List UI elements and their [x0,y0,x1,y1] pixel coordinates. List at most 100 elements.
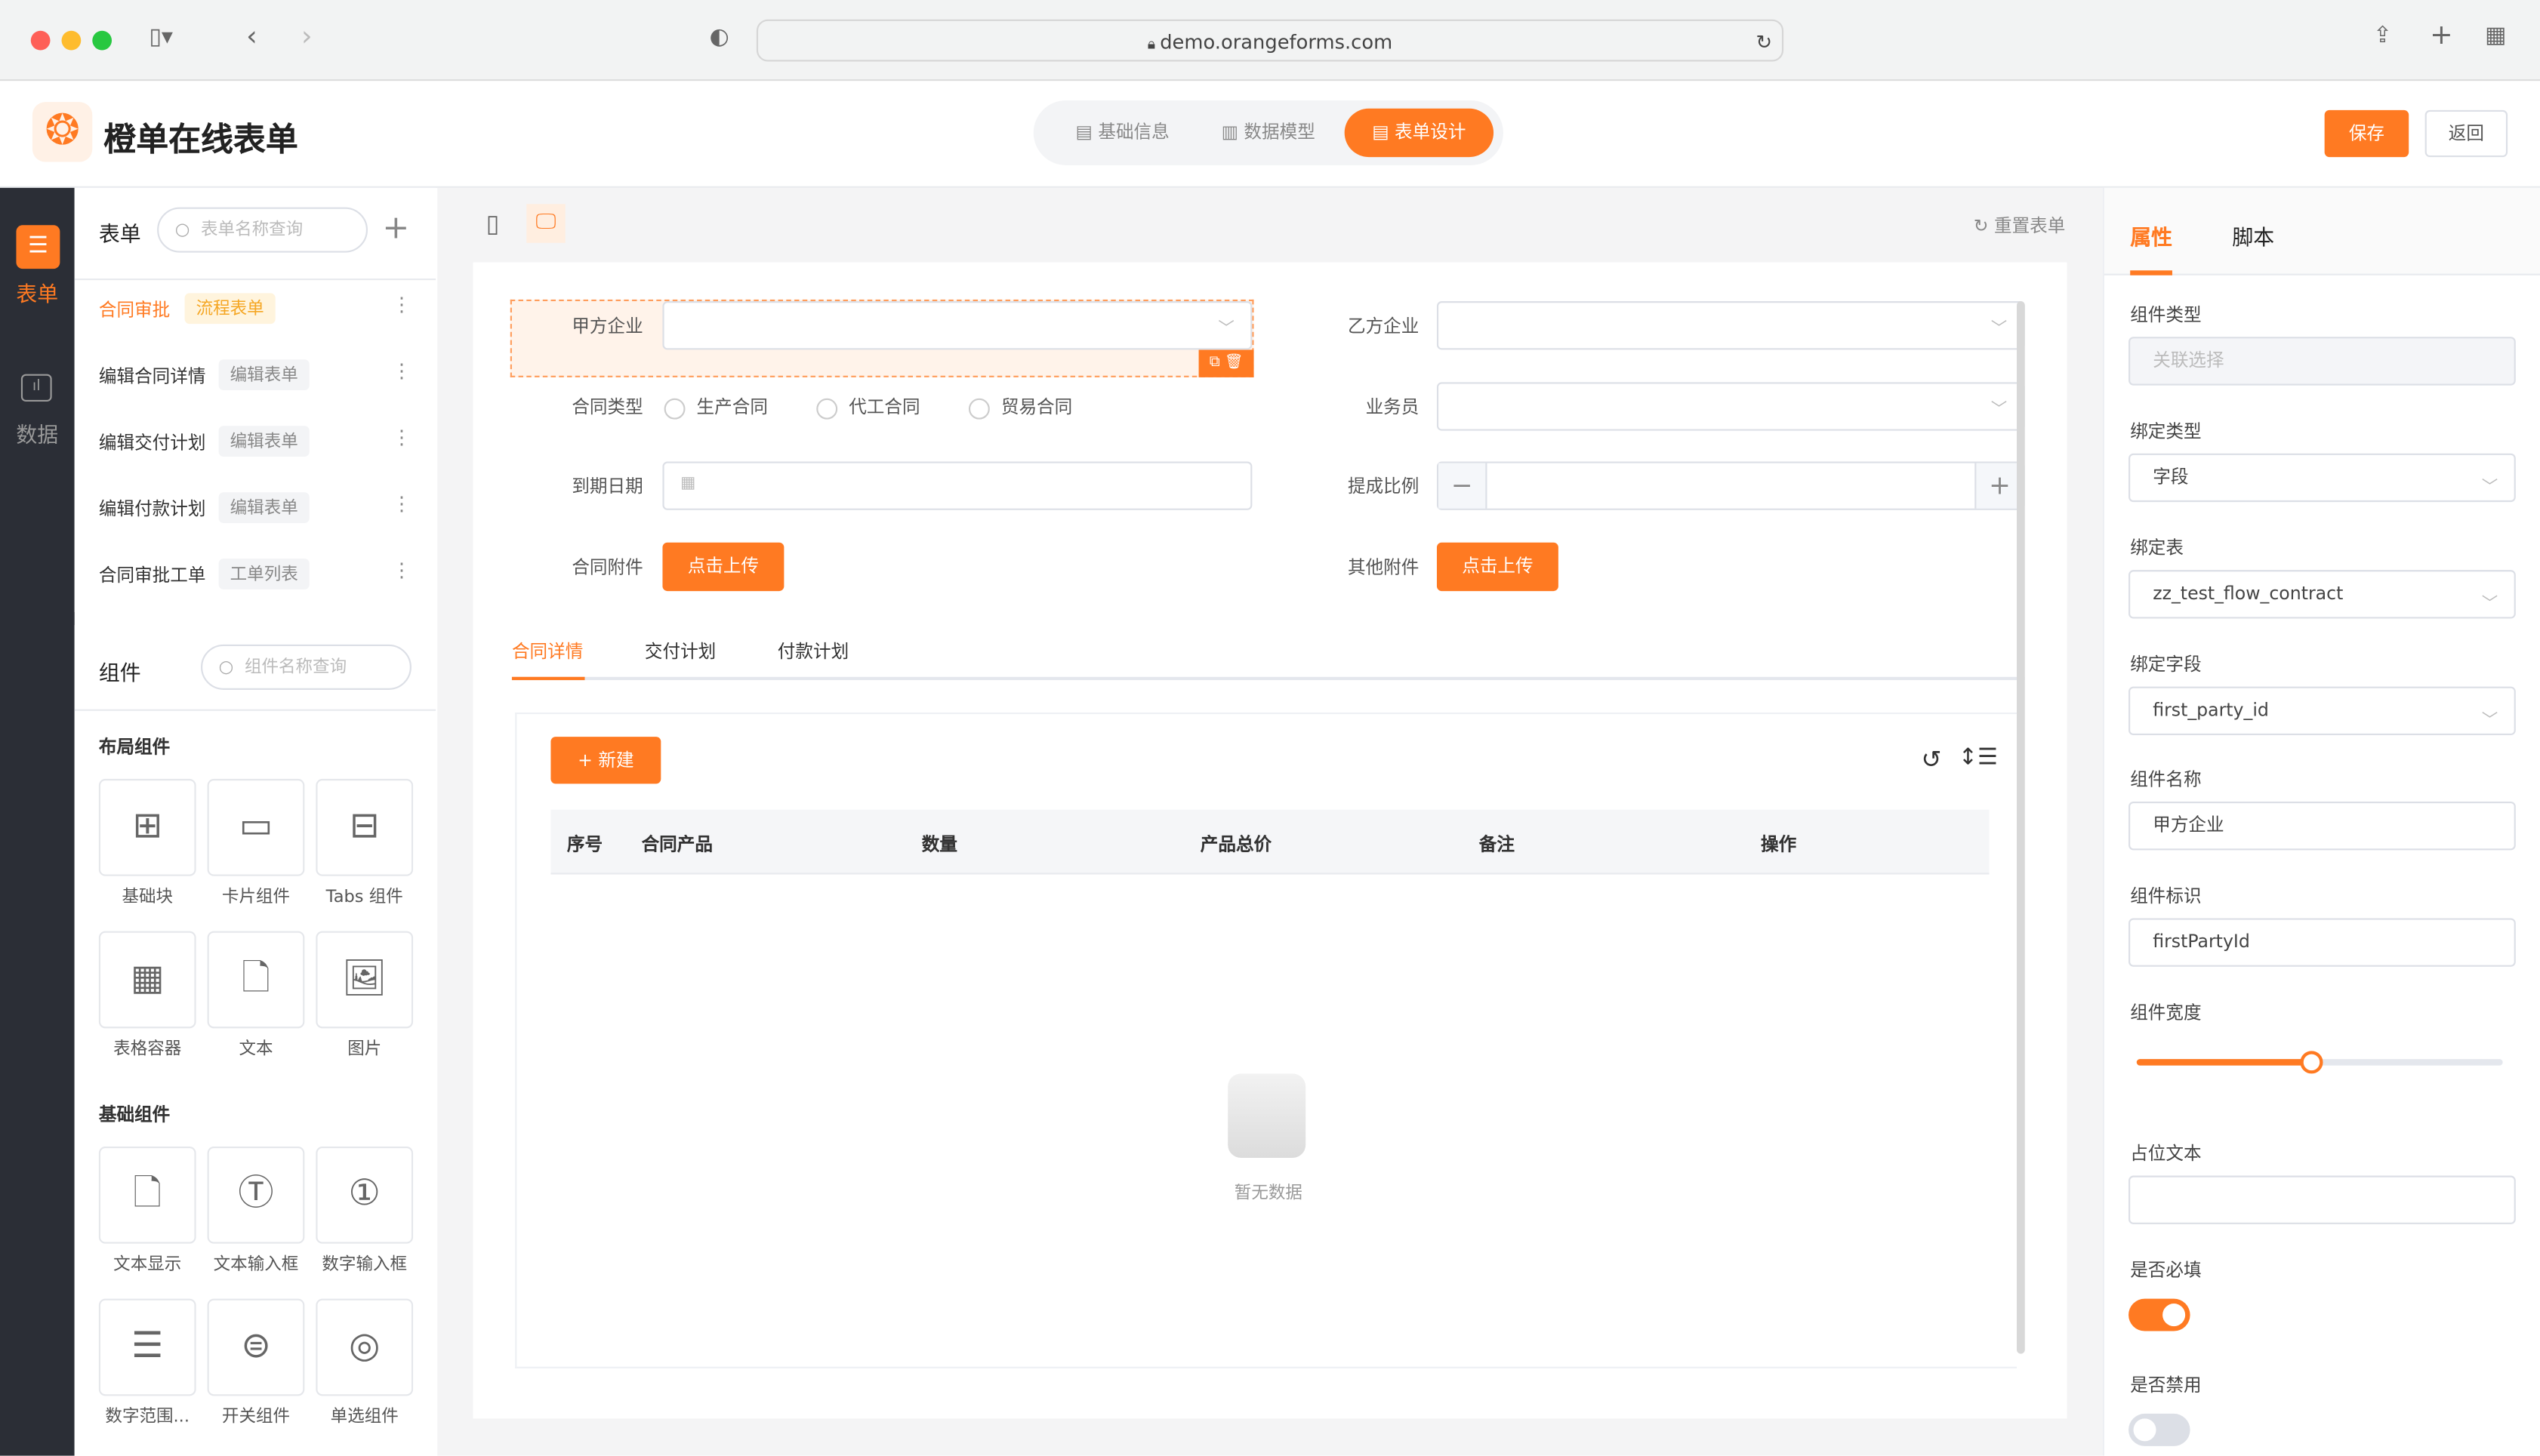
form-search-input[interactable]: ○ 表单名称查询 [157,207,368,253]
label-other-attachment: 其他附件 [1347,557,1420,578]
form-list-item[interactable]: 编辑付款计划 编辑表单 ⋮ [75,484,436,529]
table-icon[interactable]: ▦ [98,931,196,1029]
more-icon[interactable]: ⋮ [392,426,412,449]
required-toggle[interactable] [2128,1298,2190,1331]
party-a-select[interactable]: ﹀ [662,301,1253,350]
text-input-icon[interactable]: Ⓣ [207,1146,305,1244]
radio-option[interactable]: 代工合同 [816,393,920,419]
component-label: 文本显示 [113,1254,182,1275]
more-icon[interactable]: ⋮ [392,359,412,383]
minimize-window-button[interactable] [61,30,82,51]
new-row-button[interactable]: + 新建 [550,737,661,784]
label-disabled: 是否禁用 [2130,1374,2202,1396]
tab-contract-details[interactable]: 合同详情 [511,641,584,663]
component-search-input[interactable]: ○ 组件名称查询 [201,644,412,690]
slider-handle[interactable] [2301,1051,2324,1074]
form-list-item[interactable]: 编辑交付计划 编辑表单 ⋮ [75,418,436,463]
data-chart-icon[interactable]: ıl [20,374,52,402]
component-label: 基础块 [122,887,174,907]
address-bar[interactable]: 🔒︎ demo.orangeforms.com ↻ [756,19,1784,62]
upload-button[interactable]: 点击上传 [662,542,785,592]
more-icon[interactable]: ⋮ [392,293,412,316]
due-date-input[interactable]: ▦ [662,461,1253,510]
reset-form-button[interactable]: ↻ 重置表单 [1974,212,2066,238]
bind-type-select[interactable]: 字段 ﹀ [2128,453,2516,503]
party-b-select[interactable]: ﹀ [1436,301,2025,350]
label-party-b: 乙方企业 [1347,316,1420,337]
placeholder-input[interactable] [2128,1175,2516,1224]
forward-icon[interactable]: › [301,20,313,54]
rail-item-data[interactable]: 数据 [16,424,59,449]
share-icon[interactable]: ⇪ [2373,23,2393,49]
label-bind-field: 绑定字段 [2130,654,2202,676]
tab-script[interactable]: 脚本 [2232,226,2275,251]
plus-icon[interactable]: + [1974,463,2024,509]
new-tab-icon[interactable]: + [2430,19,2453,52]
column-settings-icon[interactable]: ↕☰ [1958,744,1998,771]
chevron-down-icon: ﹀ [2481,712,2498,731]
more-icon[interactable]: ⋮ [392,492,412,516]
disabled-toggle[interactable] [2128,1413,2190,1446]
label-bind-type: 绑定类型 [2130,420,2202,442]
tab-payment-plan[interactable]: 付款计划 [777,641,849,663]
width-slider[interactable] [2136,1051,2503,1074]
column-header: 合同产品 [641,833,713,855]
close-window-button[interactable] [30,30,51,51]
tab-properties[interactable]: 属性 [2130,226,2173,251]
app-title: 橙单在线表单 [103,119,298,159]
empty-text: 暂无数据 [1234,1184,1302,1204]
copy-icon[interactable]: ⧉ [1209,354,1220,371]
form-list-item[interactable]: 编辑合同详情 编辑表单 ⋮ [75,352,436,397]
tab-delivery-plan[interactable]: 交付计划 [644,641,717,663]
tab-overview-icon[interactable]: ▦ [2485,23,2507,49]
component-name-input[interactable]: 甲方企业 [2128,801,2516,851]
tab-data-model[interactable]: ▥ 数据模型 [1205,109,1331,157]
form-list-icon[interactable]: ☰ [16,225,60,269]
save-button[interactable]: 保存 [2324,109,2409,158]
radio-option[interactable]: 贸易合同 [968,393,1072,419]
number-input-icon[interactable]: ① [316,1146,414,1244]
switch-icon[interactable]: ⊜ [207,1298,305,1396]
number-range-icon[interactable]: ☰ [98,1298,196,1396]
refresh-icon[interactable]: ↺ [1921,744,1942,774]
rail-item-forms[interactable]: 表单 [16,283,59,308]
slider-fill [2136,1059,2313,1066]
form-list-item[interactable]: 合同审批工单 工单列表 ⋮ [75,550,436,596]
canvas-scrollbar[interactable] [2017,301,2025,1354]
grid-icon[interactable]: ⊞ [98,778,196,876]
tab-basic-info[interactable]: ▤ 基础信息 [1059,109,1185,157]
forms-panel-title: 表单 [98,223,141,248]
back-button[interactable]: 返回 [2424,109,2508,158]
label-bind-table: 绑定表 [2130,537,2184,559]
card-icon[interactable]: ▭ [207,778,305,876]
mobile-view-icon[interactable]: ▯ [485,208,500,239]
maximize-window-button[interactable] [92,30,113,51]
radio-option[interactable]: 生产合同 [664,393,768,419]
minus-icon[interactable]: − [1438,463,1487,509]
text-icon[interactable]: 🗋︎ [207,931,305,1029]
delete-icon[interactable]: 🗑︎ [1224,354,1244,371]
reload-icon[interactable]: ↻ [1755,30,1773,54]
shield-icon[interactable]: ◐ [709,24,729,51]
column-header: 数量 [921,833,957,855]
salesman-select[interactable]: ﹀ [1436,382,2025,431]
back-icon[interactable]: ‹ [246,20,257,54]
tabs-icon[interactable]: ⊟ [316,778,414,876]
component-label: 文本 [239,1039,273,1060]
more-icon[interactable]: ⋮ [392,559,412,582]
radio-icon[interactable]: ◎ [316,1298,414,1396]
sidebar-toggle-icon[interactable]: ▯▾ [149,24,173,51]
bind-table-select[interactable]: zz_test_flow_contract ﹀ [2128,570,2516,619]
text-display-icon[interactable]: 🗋︎ [98,1146,196,1244]
other-upload-button[interactable]: 点击上传 [1436,542,1558,592]
bind-field-select[interactable]: first_party_id ﹀ [2128,686,2516,736]
desktop-view-icon[interactable]: 🖵︎ [526,204,566,243]
commission-number-input[interactable]: − + [1436,461,2025,510]
image-icon[interactable]: 🖼︎ [316,931,414,1029]
component-id-input[interactable]: firstPartyId [2128,918,2516,967]
label-attachment: 合同附件 [572,557,643,578]
form-type-tag: 编辑表单 [218,359,310,391]
add-form-icon[interactable]: + [382,207,410,247]
form-list-item[interactable]: 合同审批 流程表单 ⋮ [75,285,436,331]
tab-form-design[interactable]: ▤ 表单设计 [1344,108,1494,158]
